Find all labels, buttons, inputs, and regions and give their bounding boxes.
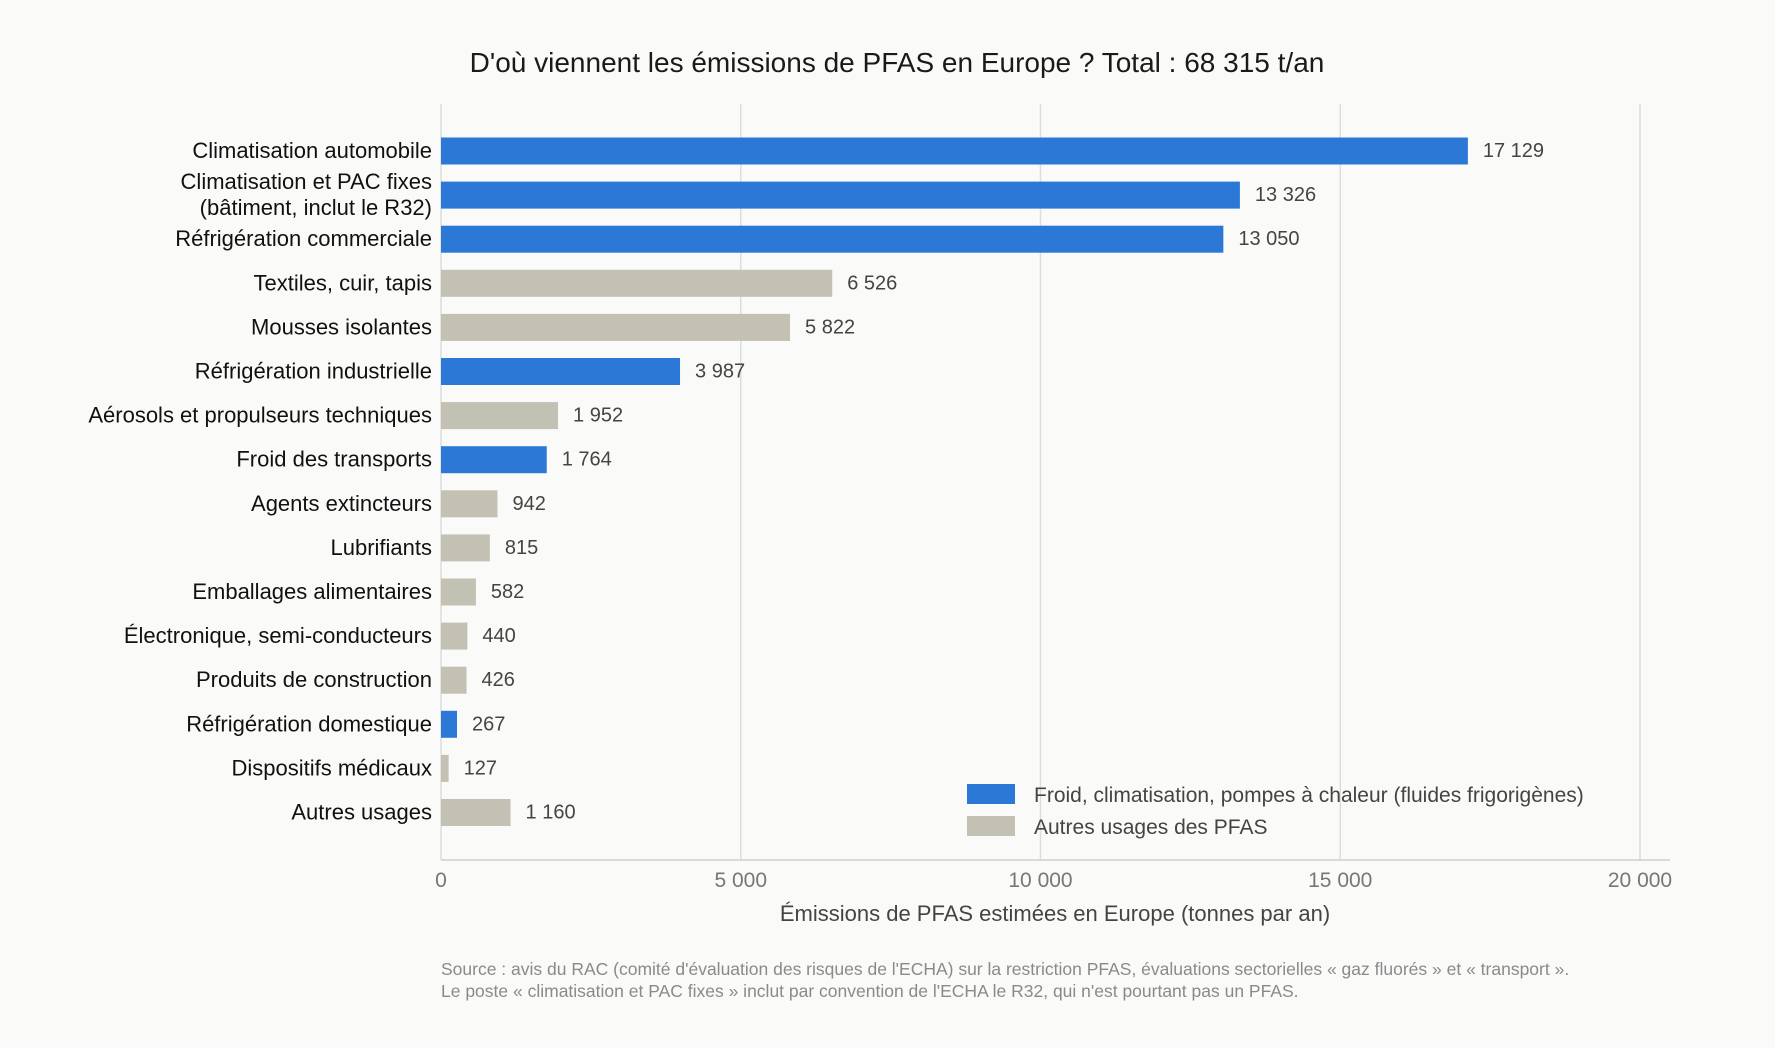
category-label: Froid des transports xyxy=(236,447,432,472)
bar xyxy=(441,622,468,650)
data-label: 1 160 xyxy=(526,802,576,824)
data-label: 267 xyxy=(472,713,505,735)
bar xyxy=(441,799,511,826)
category-label: Réfrigération commerciale xyxy=(175,226,432,251)
bar xyxy=(441,666,467,694)
category-label: Électronique, semi-conducteurs xyxy=(124,623,432,648)
data-label: 127 xyxy=(464,757,497,779)
bar xyxy=(441,710,458,738)
data-label: 13 326 xyxy=(1255,184,1316,206)
legend: Froid, climatisation, pompes à chaleur (… xyxy=(967,784,1584,839)
data-label: 1 952 xyxy=(573,405,623,427)
category-label: Autres usages xyxy=(291,800,432,825)
data-label: 815 xyxy=(505,537,538,559)
data-label: 6 526 xyxy=(847,272,897,294)
bar xyxy=(441,181,1240,209)
legend-swatch xyxy=(967,784,1015,804)
category-label: Agents extincteurs xyxy=(251,491,432,516)
bar xyxy=(441,313,791,341)
x-axis-title: Émissions de PFAS estimées en Europe (to… xyxy=(780,901,1330,926)
x-tick-label: 5 000 xyxy=(714,869,767,892)
category-label: Climatisation et PAC fixes xyxy=(181,169,432,194)
data-label: 582 xyxy=(491,581,524,603)
data-label: 426 xyxy=(482,669,515,691)
data-label: 5 822 xyxy=(805,316,855,338)
x-tick-label: 20 000 xyxy=(1608,869,1672,892)
data-label: 17 129 xyxy=(1483,140,1544,162)
data-label: 13 050 xyxy=(1238,228,1299,250)
data-label: 942 xyxy=(512,493,545,515)
bar xyxy=(441,754,449,782)
x-tick-label: 10 000 xyxy=(1008,869,1072,892)
category-label: Lubrifiants xyxy=(330,535,432,560)
data-label: 3 987 xyxy=(695,361,745,383)
category-label: Textiles, cuir, tapis xyxy=(253,270,432,295)
bar xyxy=(441,137,1468,165)
legend-label: Froid, climatisation, pompes à chaleur (… xyxy=(1034,784,1584,807)
legend-swatch xyxy=(967,816,1015,836)
category-label: Réfrigération industrielle xyxy=(195,359,432,384)
legend-label: Autres usages des PFAS xyxy=(1034,816,1267,839)
x-tick-label: 0 xyxy=(435,869,447,892)
bar xyxy=(441,490,498,518)
chart-title: D'où viennent les émissions de PFAS en E… xyxy=(470,47,1325,78)
category-label: Dispositifs médicaux xyxy=(231,755,432,780)
category-label: (bâtiment, inclut le R32) xyxy=(200,195,432,220)
data-label: 1 764 xyxy=(562,449,612,471)
category-label: Aérosols et propulseurs techniques xyxy=(88,403,432,428)
data-label: 440 xyxy=(482,625,515,647)
bar xyxy=(441,402,559,430)
category-label: Mousses isolantes xyxy=(251,314,432,339)
category-label: Produits de construction xyxy=(196,667,432,692)
bar xyxy=(441,269,833,297)
source-line: Source : avis du RAC (comité d'évaluatio… xyxy=(441,959,1569,979)
x-tick-label: 15 000 xyxy=(1308,869,1372,892)
source-line: Le poste « climatisation et PAC fixes » … xyxy=(441,981,1299,1001)
category-label: Climatisation automobile xyxy=(192,138,432,163)
bar xyxy=(441,578,476,606)
bar xyxy=(441,358,681,385)
category-label: Emballages alimentaires xyxy=(192,579,432,604)
bar xyxy=(441,534,490,562)
category-label: Réfrigération domestique xyxy=(186,711,432,736)
bar xyxy=(441,225,1224,253)
source-note: Source : avis du RAC (comité d'évaluatio… xyxy=(441,959,1569,1001)
bar xyxy=(441,446,547,474)
